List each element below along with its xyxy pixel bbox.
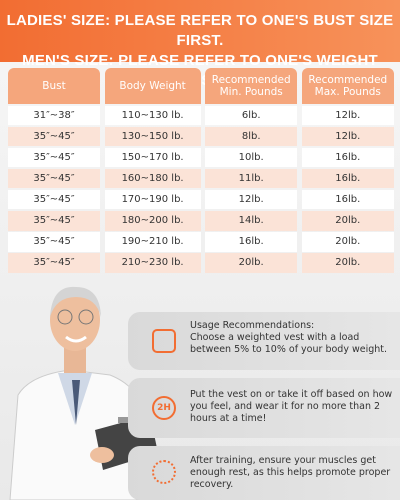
table-cell: 180~200 lb.: [104, 210, 201, 231]
table-cell: 35″~45″: [8, 147, 100, 168]
table-cell: 20lb.: [301, 253, 394, 273]
table-cell: 16lb.: [301, 168, 394, 189]
table-cell: 8lb.: [205, 126, 298, 147]
table-cell: 210~230 lb.: [104, 253, 201, 273]
scale-icon: [152, 329, 176, 353]
tip-body: Choose a weighted vest with a load betwe…: [190, 332, 388, 355]
tip-body: Put the vest on or take it off based on …: [190, 389, 393, 424]
column-header: Recommended Min. Pounds: [205, 68, 298, 104]
tip-body: After training, ensure your muscles get …: [190, 455, 391, 490]
column-header: Bust: [8, 68, 100, 104]
table-cell: 31″~38″: [8, 105, 100, 126]
column-header: Recommended Max. Pounds: [301, 68, 394, 104]
tip-text: Usage Recommendations: Choose a weighted…: [190, 320, 394, 356]
table-cell: 190~210 lb.: [104, 232, 201, 252]
table-cell: 170~190 lb.: [104, 189, 201, 210]
table-cell: 35″~45″: [8, 126, 100, 147]
table-cell: 10lb.: [205, 147, 298, 168]
table-cell: 160~180 lb.: [104, 168, 201, 189]
table-cell: 20lb.: [301, 210, 394, 231]
tip-title: Usage Recommendations:: [190, 320, 315, 331]
table-cell: 20lb.: [301, 232, 394, 252]
tip-box: 2H Put the vest on or take it off based …: [128, 378, 400, 438]
table-cell: 130~150 lb.: [104, 126, 201, 147]
header: LADIES' SIZE: PLEASE REFER TO ONE'S BUST…: [0, 0, 400, 89]
table-cell: 6lb.: [205, 105, 298, 126]
table-cell: 16lb.: [301, 189, 394, 210]
table-cell: 110~130 lb.: [104, 105, 201, 126]
table-cell: 35″~45″: [8, 253, 100, 273]
header-line: LADIES' SIZE: PLEASE REFER TO ONE'S BUST…: [6, 12, 394, 49]
table-cell: 35″~45″: [8, 210, 100, 231]
tip-box: After training, ensure your muscles get …: [128, 446, 400, 500]
tip-box: Usage Recommendations: Choose a weighted…: [128, 312, 400, 370]
table-cell: 35″~45″: [8, 168, 100, 189]
table-cell: 12lb.: [301, 105, 394, 126]
time-icon: 2H: [152, 396, 176, 420]
size-table: Bust Body Weight Recommended Min. Pounds Re…: [8, 68, 394, 273]
table-cell: 20lb.: [205, 253, 298, 273]
table-cell: 16lb.: [205, 232, 298, 252]
column-header: Body Weight: [104, 68, 201, 104]
table-cell: 150~170 lb.: [104, 147, 201, 168]
table-cell: 14lb.: [205, 210, 298, 231]
table-cell: 11lb.: [205, 168, 298, 189]
table-cell: 12lb.: [301, 126, 394, 147]
table-cell: 16lb.: [301, 147, 394, 168]
rest-icon: [152, 460, 176, 484]
table-cell: 12lb.: [205, 189, 298, 210]
table-cell: 35″~45″: [8, 189, 100, 210]
table-cell: 35″~45″: [8, 232, 100, 252]
